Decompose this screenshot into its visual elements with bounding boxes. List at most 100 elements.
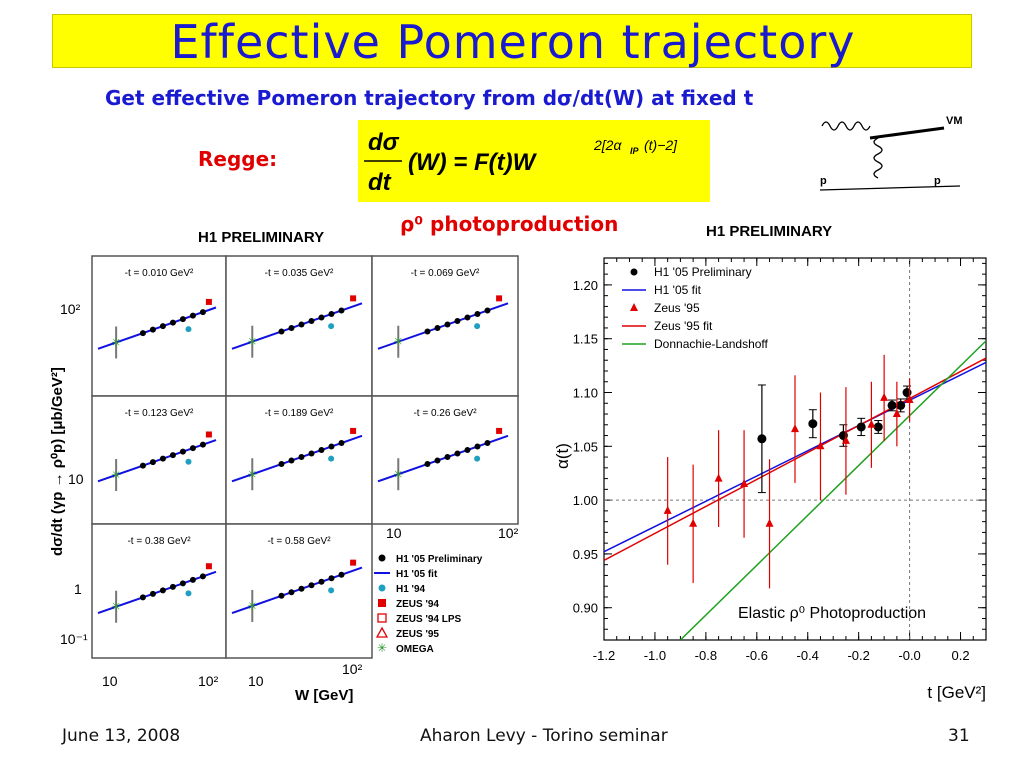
- data-point: [873, 422, 883, 432]
- footer-page-number: 31: [948, 726, 970, 746]
- data-point: [424, 461, 431, 468]
- data-point: [298, 585, 305, 592]
- zeus-94-point: [205, 431, 212, 438]
- data-point: [199, 573, 206, 580]
- panel-label: -t = 0.58 GeV²: [267, 536, 331, 547]
- legend-label: ZEUS '95: [396, 629, 439, 640]
- panel-label: -t = 0.26 GeV²: [413, 408, 477, 419]
- data-point: [199, 441, 206, 448]
- photon-line: [821, 121, 871, 131]
- h1-94-point: [185, 326, 192, 333]
- data-point: [139, 594, 146, 601]
- data-point: [189, 576, 196, 583]
- data-point: [328, 310, 335, 317]
- pomeron-line: [873, 137, 883, 179]
- data-point: [484, 440, 491, 447]
- data-point: [484, 307, 491, 314]
- data-point: [765, 518, 774, 527]
- data-point: [298, 454, 305, 461]
- data-point: [308, 317, 315, 324]
- data-point: [474, 443, 481, 450]
- alpha-t-chart: H1 PRELIMINARY -1.2 -1.0 -0.8 -0.6 -0.4 -0.2 -…: [553, 223, 987, 702]
- right-plot-header: H1 PRELIMINARY: [706, 223, 832, 240]
- data-point: [288, 589, 295, 596]
- data-point: [149, 590, 156, 597]
- y-tick-label: 1.20: [573, 278, 598, 293]
- x-tick-label: -0.2: [847, 648, 869, 663]
- y-tick-label: 1.00: [573, 493, 598, 508]
- zeus-94-point: [496, 427, 503, 434]
- zeus-94-point: [205, 298, 212, 305]
- title-banner: Effective Pomeron trajectory: [52, 14, 972, 69]
- data-point: [139, 330, 146, 337]
- y-tick-label: 1.15: [573, 332, 598, 347]
- omega-point: ✳: [247, 335, 257, 349]
- x-tick-label: -0.4: [797, 648, 819, 663]
- legend-marker: [630, 268, 638, 276]
- data-point: [338, 571, 345, 578]
- data-point: [189, 312, 196, 319]
- data-point: [139, 462, 146, 469]
- xtick-label: 10: [102, 673, 118, 689]
- panel-label: -t = 0.38 GeV²: [127, 536, 191, 547]
- legend-label: Zeus '95: [654, 301, 700, 315]
- h1-94-point: [328, 323, 335, 330]
- formula-exponent: 2[2α: [593, 137, 622, 153]
- formula-exponent-tail: (t)−2]: [644, 137, 678, 153]
- omega-point: ✳: [247, 599, 257, 613]
- data-point: [424, 328, 431, 335]
- vm-label: VM: [946, 115, 963, 127]
- formula: dσ dt (W) = F(t)W 2[2α IP (t)−2]: [364, 129, 678, 196]
- data-point: [338, 307, 345, 314]
- data-point: [338, 440, 345, 447]
- data-point: [159, 323, 166, 330]
- data-point: [791, 424, 799, 433]
- xtick-label: 10: [386, 525, 402, 541]
- x-tick-label: -0.8: [695, 648, 717, 663]
- data-point: [464, 447, 471, 454]
- data-point: [444, 321, 451, 328]
- ytick-label: 10⁻¹: [60, 631, 88, 647]
- data-point: [841, 435, 850, 444]
- data-point: [808, 419, 818, 429]
- panel-label: -t = 0.010 GeV²: [125, 268, 194, 279]
- legend-marker: [378, 599, 386, 607]
- legend-marker: [377, 613, 387, 623]
- y-tick-label: 0.90: [573, 601, 598, 616]
- ytick-label: 1: [74, 581, 82, 597]
- fit-line: [97, 439, 217, 483]
- panel-frame: [371, 395, 519, 525]
- formula-numerator: dσ: [368, 129, 400, 156]
- x-axis-label: t [GeV²]: [927, 683, 986, 702]
- x-tick-label: -0.6: [746, 648, 768, 663]
- legend-label: H1 '05 Preliminary: [396, 554, 483, 565]
- omega-point: ✳: [247, 467, 257, 481]
- data-point: [159, 587, 166, 594]
- feynman-diagram: VM p p: [819, 115, 963, 191]
- data-point: [328, 575, 335, 582]
- y-tick-label: 1.05: [573, 439, 598, 454]
- data-point: [757, 434, 767, 444]
- xtick-label: 10²: [342, 661, 363, 677]
- h1-94-point: [474, 455, 481, 462]
- legend-label: H1 '05 Preliminary: [654, 265, 752, 279]
- y-tick-label: 1.10: [573, 386, 598, 401]
- data-point: [199, 309, 206, 316]
- p-in-label: p: [820, 175, 827, 187]
- h1-94-point: [328, 455, 335, 462]
- formula-main: (W) = F(t)W: [408, 149, 538, 176]
- y-axis-label: α(t): [553, 443, 572, 469]
- legend-label: Donnachie-Landshoff: [654, 337, 769, 351]
- data-point: [179, 316, 186, 323]
- legend-label: ZEUS '94 LPS: [396, 614, 462, 625]
- xtick-label: 10²: [498, 525, 519, 541]
- left-plot-header: H1 PRELIMINARY: [198, 229, 324, 246]
- footer-center: Aharon Levy - Torino seminar: [420, 726, 668, 746]
- omega-point: ✳: [111, 468, 121, 482]
- omega-point: ✳: [111, 335, 121, 349]
- zeus-94-point: [496, 295, 503, 302]
- data-point: [169, 583, 176, 590]
- zeus-94-point: [350, 295, 357, 302]
- data-point: [434, 324, 441, 331]
- data-point: [902, 388, 912, 398]
